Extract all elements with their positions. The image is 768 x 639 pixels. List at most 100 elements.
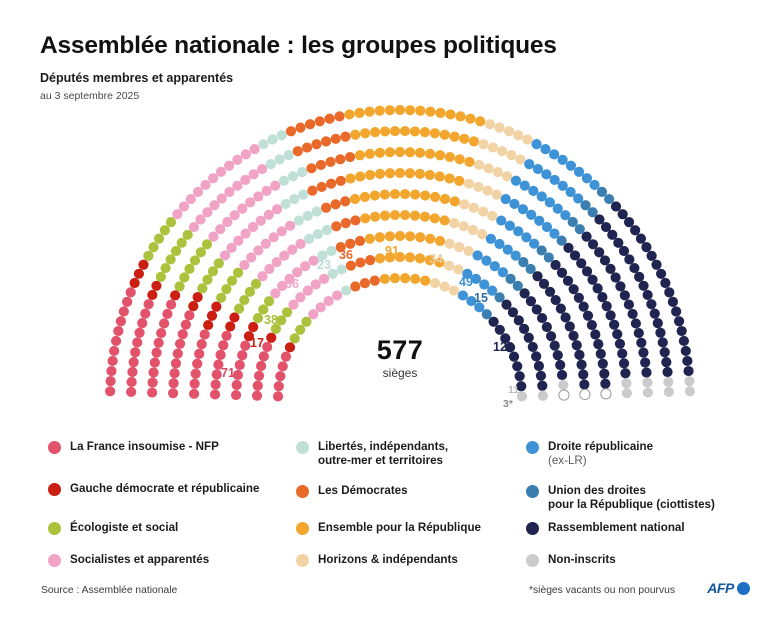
hemicycle-seat-dot: [532, 271, 543, 282]
seat-count-label: 3*: [503, 398, 513, 410]
hemicycle-seat-dot: [429, 213, 440, 224]
hemicycle-seat-dot: [522, 134, 533, 145]
hemicycle-seat-dot: [576, 359, 587, 370]
hemicycle-seat-dot: [600, 388, 612, 400]
hemicycle-seat-dot: [623, 299, 635, 310]
hemicycle-seat-dot: [248, 321, 259, 333]
hemicycle-seat-dot: [630, 318, 641, 329]
hemicycle-seat-dot: [274, 154, 285, 165]
hemicycle-seat-dot: [581, 231, 592, 242]
hemicycle-seat-dot: [268, 232, 279, 243]
hemicycle-seat-dot: [211, 369, 222, 380]
hemicycle-seat-dot: [222, 216, 233, 228]
hemicycle-seat-dot: [573, 292, 584, 303]
hemicycle-seat-dot: [468, 136, 480, 147]
legend-item[interactable]: Droite républicaine (ex-LR): [526, 440, 653, 467]
hemicycle-seat-dot: [369, 127, 381, 138]
legend-item[interactable]: Gauche démocrate et républicaine: [48, 482, 259, 496]
hemicycle-seat-dot: [394, 230, 406, 242]
hemicycle-seat-dot: [201, 239, 213, 250]
hemicycle-seat-dot: [444, 151, 456, 163]
hemicycle-seat-dot: [384, 252, 396, 263]
hemicycle-seat-dot: [253, 245, 264, 256]
legend-item[interactable]: Non-inscrits: [526, 553, 616, 567]
hemicycle-seat-dot: [476, 229, 488, 240]
legend-item[interactable]: La France insoumise - NFP: [48, 440, 219, 454]
seat-count-label: 71: [221, 366, 235, 380]
legend-item[interactable]: Rassemblement national: [526, 521, 685, 535]
hemicycle-seat-dot: [170, 245, 182, 257]
hemicycle-seat-dot: [364, 233, 375, 244]
legend-item[interactable]: Écologiste et social: [48, 521, 178, 535]
hemicycle-seat-dot: [359, 278, 371, 289]
legend-item[interactable]: Ensemble pour la République: [296, 521, 481, 535]
hemicycle-seat-dot: [239, 294, 250, 306]
hemicycle-seat-dot: [374, 232, 385, 243]
hemicycle-seat-dot: [618, 358, 630, 369]
hemicycle-seat-dot: [379, 273, 390, 285]
hemicycle-seat-dot: [505, 273, 516, 284]
legend-item[interactable]: Libertés, indépendants, outre-mer et terr…: [296, 440, 448, 467]
hemicycle-seat-dot: [288, 299, 299, 310]
hemicycle-seat-dot: [162, 308, 173, 320]
hemicycle-seat-dot: [590, 329, 601, 340]
hemicycle-seat-dot: [468, 202, 479, 213]
hemicycle-seat-dot: [463, 178, 474, 189]
hemicycle-seat-dot: [279, 250, 290, 261]
hemicycle-seat-dot: [545, 331, 557, 342]
hemicycle-seat-dot: [488, 316, 499, 327]
hemicycle-seat-dot: [549, 340, 560, 351]
legend-color-dot-icon: [526, 554, 539, 567]
legend-label-line1: Non-inscrits: [548, 553, 616, 566]
hemicycle-seat-dot: [330, 133, 341, 144]
hemicycle-seat-dot: [641, 242, 652, 253]
hemicycle-seat-dot: [600, 221, 612, 233]
hemicycle-seat-dot: [263, 296, 275, 307]
hemicycle-seat-dot: [599, 368, 610, 379]
hemicycle-seat-dot: [122, 296, 133, 307]
hemicycle-seat-dot: [663, 386, 674, 398]
legend-item[interactable]: Les Démocrates: [296, 484, 408, 498]
hemicycle-seat-dot: [345, 173, 356, 184]
hemicycle-seat-dot: [532, 163, 544, 175]
legend-item[interactable]: Union des droites pour la République (cio…: [526, 484, 715, 511]
hemicycle-seat-dot: [597, 292, 608, 303]
hemicycle-seat-dot: [555, 303, 566, 314]
legend-item[interactable]: Socialistes et apparentés: [48, 553, 209, 567]
hemicycle-seat-dot: [556, 267, 568, 278]
hemicycle-seat-dot: [326, 178, 337, 189]
hemicycle-seat-dot: [439, 215, 450, 226]
hemicycle-seat-dot: [192, 358, 203, 369]
hemicycle-seat-dot: [246, 252, 257, 263]
hemicycle-seat-dot: [419, 127, 431, 138]
hemicycle-seat-dot: [243, 331, 255, 342]
seat-count-label: 23: [317, 258, 331, 272]
hemicycle-seat-dot: [434, 171, 445, 182]
hemicycle-seat-dot: [617, 348, 628, 359]
hemicycle-seat-dot: [345, 238, 356, 249]
hemicycle-seat-dot: [569, 250, 581, 261]
hemicycle-seat-dot: [360, 213, 371, 224]
page-title: Assemblée nationale : les groupes politi…: [40, 32, 557, 59]
hemicycle-seat-dot: [521, 232, 532, 243]
hemicycle-seat-dot: [424, 169, 435, 181]
hemicycle-seat-dot: [278, 175, 290, 186]
hemicycle-seat-dot: [430, 191, 441, 203]
hemicycle-seat-dot: [604, 193, 615, 205]
hemicycle-seat-dot: [661, 356, 672, 368]
hemicycle-seat-dot: [258, 351, 269, 362]
hemicycle-seat-dot: [253, 370, 265, 381]
hemicycle-seat-dot: [574, 349, 585, 360]
hemicycle-seat-dot: [627, 308, 638, 320]
legend-item-label: Ensemble pour la République: [318, 521, 481, 535]
legend-item-label: Libertés, indépendants, outre-mer et terr…: [318, 440, 448, 467]
legend-color-dot-icon: [296, 441, 309, 454]
seat-count-label: 38: [264, 313, 278, 327]
hemicycle-seat-dot: [308, 309, 319, 320]
hemicycle-seat-dot: [454, 154, 465, 165]
hemicycle-seat-dot: [354, 107, 365, 118]
hemicycle-seat-dot: [514, 371, 525, 382]
hemicycle-seat-dot: [105, 376, 116, 387]
hemicycle-seat-dot: [518, 257, 529, 268]
legend-item[interactable]: Horizons & indépendants: [296, 553, 458, 567]
